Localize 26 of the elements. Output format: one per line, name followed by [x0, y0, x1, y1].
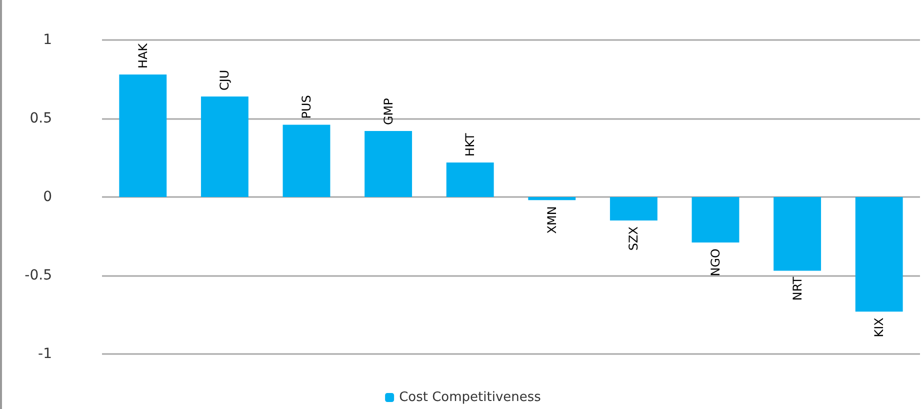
legend-label: Cost Competitiveness [399, 390, 542, 405]
bar [282, 124, 330, 197]
bar [855, 197, 903, 312]
bar [610, 197, 658, 221]
bar [774, 197, 822, 271]
bar [692, 197, 740, 243]
x-tick-label: XMN [544, 206, 559, 234]
x-tick-label: KIX [872, 318, 886, 338]
y-tick-label: -1 [38, 346, 52, 362]
bar [446, 162, 494, 197]
y-tick-label: -0.5 [24, 268, 52, 284]
y-tick-label: 0 [43, 189, 52, 205]
bar [528, 197, 576, 200]
x-tick-label: SZX [626, 226, 641, 251]
x-tick-label: NRT [790, 276, 804, 301]
x-tick-label: PUS [300, 95, 314, 119]
x-tick-label: CJU [218, 70, 232, 91]
x-tick-label: NGO [708, 248, 722, 276]
y-tick-label: 1 [43, 32, 52, 48]
bar [364, 131, 412, 197]
x-tick-label: HKT [463, 132, 478, 156]
x-tick-label: HAK [136, 42, 150, 69]
x-tick-label: GMP [381, 98, 396, 126]
bar [200, 96, 248, 197]
bar [119, 74, 167, 197]
y-tick-label: 0.5 [30, 110, 52, 126]
